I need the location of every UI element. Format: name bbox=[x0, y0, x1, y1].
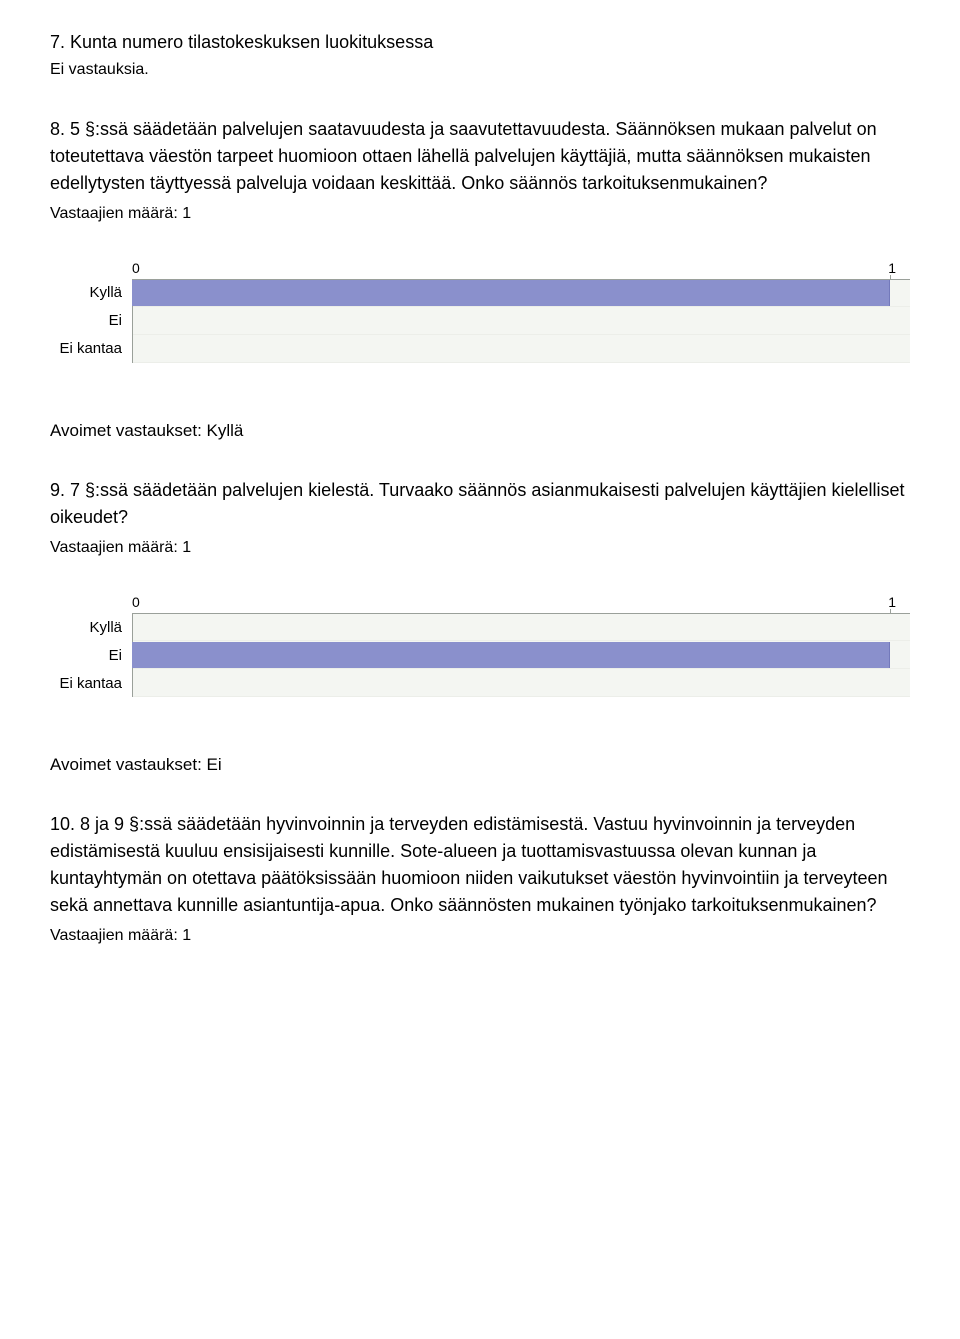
question-10-response-count: Vastaajien määrä: 1 bbox=[50, 925, 910, 947]
question-9: 9. 7 §:ssä säädetään palvelujen kielestä… bbox=[50, 477, 910, 777]
question-7-heading: 7. Kunta numero tilastokeskuksen luokitu… bbox=[50, 30, 910, 55]
chart-axis: 0 1 bbox=[132, 259, 910, 279]
question-10-heading: 10. 8 ja 9 §:ssä säädetään hyvinvoinnin … bbox=[50, 811, 910, 919]
chart-axis: 0 1 bbox=[132, 593, 910, 613]
question-8: 8. 5 §:ssä säädetään palvelujen saatavuu… bbox=[50, 116, 910, 443]
chart-category-label: Ei kantaa bbox=[50, 669, 132, 697]
axis-tick-min: 0 bbox=[132, 259, 140, 279]
question-9-open-responses-heading: Avoimet vastaukset: Ei bbox=[50, 753, 910, 777]
chart-category-label: Ei bbox=[50, 307, 132, 335]
chart-category-label: Ei kantaa bbox=[50, 335, 132, 363]
axis-tick-min: 0 bbox=[132, 593, 140, 613]
chart-bar-track bbox=[132, 669, 910, 697]
question-9-chart: 0 1 KylläEiEi kantaa bbox=[50, 593, 910, 697]
chart-category-label: Ei bbox=[50, 641, 132, 669]
chart-bar-track bbox=[132, 613, 910, 641]
chart-bar-track bbox=[132, 307, 910, 335]
question-10: 10. 8 ja 9 §:ssä säädetään hyvinvoinnin … bbox=[50, 811, 910, 947]
question-9-response-count: Vastaajien määrä: 1 bbox=[50, 537, 910, 559]
question-8-chart: 0 1 KylläEiEi kantaa bbox=[50, 259, 910, 363]
question-8-response-count: Vastaajien määrä: 1 bbox=[50, 203, 910, 225]
question-7: 7. Kunta numero tilastokeskuksen luokitu… bbox=[50, 30, 910, 82]
question-8-heading: 8. 5 §:ssä säädetään palvelujen saatavuu… bbox=[50, 116, 910, 197]
chart-bar-fill bbox=[132, 642, 890, 668]
question-8-open-responses-heading: Avoimet vastaukset: Kyllä bbox=[50, 419, 910, 443]
chart-bar-fill bbox=[132, 280, 890, 306]
chart-bar-track bbox=[132, 641, 910, 669]
question-7-no-responses: Ei vastauksia. bbox=[50, 59, 910, 81]
chart-bar-track bbox=[132, 335, 910, 363]
question-9-heading: 9. 7 §:ssä säädetään palvelujen kielestä… bbox=[50, 477, 910, 531]
chart-bar-track bbox=[132, 279, 910, 307]
chart-category-label: Kyllä bbox=[50, 279, 132, 307]
chart-category-label: Kyllä bbox=[50, 613, 132, 641]
